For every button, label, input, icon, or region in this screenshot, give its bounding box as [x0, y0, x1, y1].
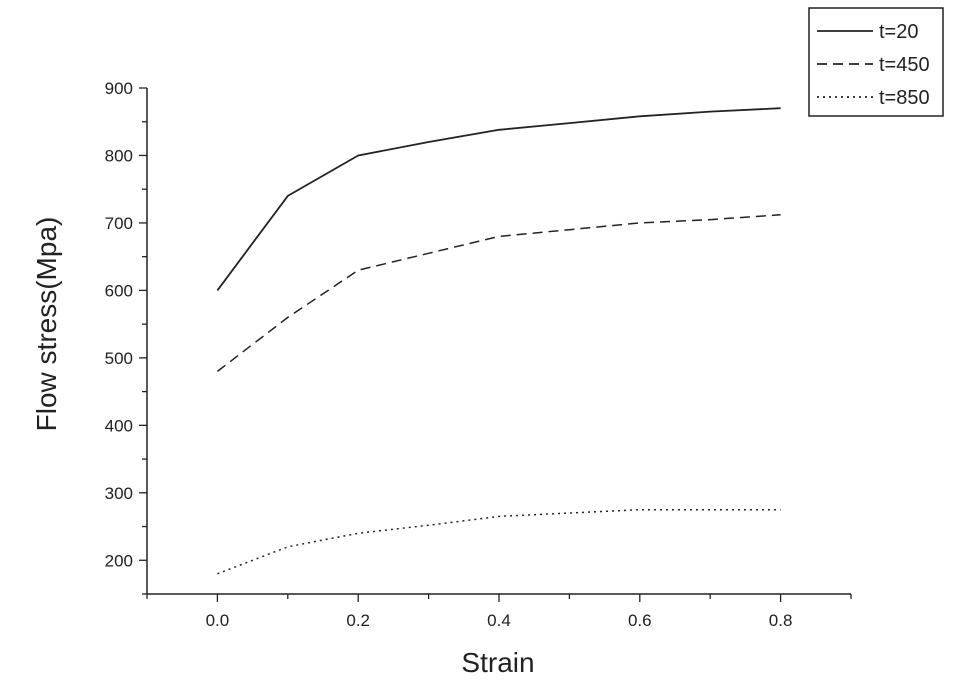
series-line-t=20: [216, 107, 781, 291]
x-ticks: 0.0 0.2 0.4 0.6 0.8: [146, 594, 852, 630]
x-tick-label: 0.8: [769, 611, 793, 630]
x-tick-label: 0.0: [206, 611, 230, 630]
y-tick-label: 800: [105, 146, 133, 165]
legend-label: t=20: [879, 21, 918, 43]
x-tick-label: 0.4: [487, 611, 511, 630]
y-tick-label: 200: [105, 551, 133, 570]
series-layer: [216, 107, 781, 575]
y-axis-title: Flow stress(Mpa): [31, 217, 62, 432]
legend: t=20 t=450 t=850: [808, 7, 944, 117]
y-tick-label: 400: [105, 416, 133, 435]
y-tick-label: 900: [105, 79, 133, 98]
legend-label: t=450: [879, 54, 930, 76]
legend-label: t=850: [879, 87, 930, 109]
y-tick-label: 700: [105, 214, 133, 233]
x-tick-label: 0.6: [628, 611, 652, 630]
y-tick-label: 600: [105, 281, 133, 300]
y-tick-label: 300: [105, 484, 133, 503]
series-line-t=450: [216, 214, 781, 372]
legend-items: t=20 t=450 t=850: [817, 21, 930, 109]
series-line-t=850: [217, 508, 781, 575]
x-axis-title: Strain: [461, 647, 534, 678]
x-tick-label: 0.2: [346, 611, 370, 630]
legend-box: [808, 7, 944, 117]
y-tick-label: 500: [105, 349, 133, 368]
axes: [146, 88, 851, 595]
y-ticks: 200 300 400 500 600 700 800 900: [105, 79, 147, 595]
